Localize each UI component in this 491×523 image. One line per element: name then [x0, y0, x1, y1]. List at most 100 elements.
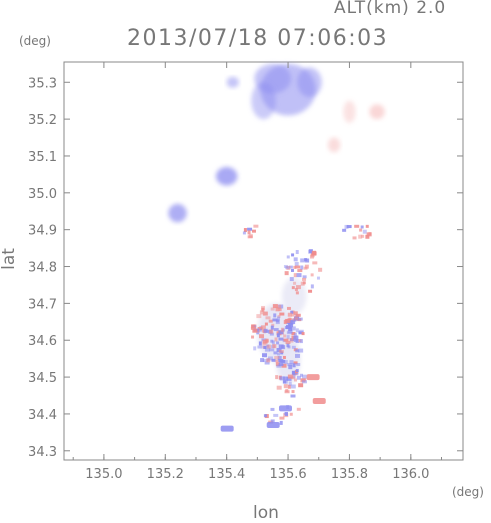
echo-pixel: [290, 394, 296, 398]
echo-pixel: [366, 232, 372, 237]
x-axis-unit: (deg): [452, 485, 484, 499]
echo-pixel: [288, 381, 292, 386]
echo-pixel: [301, 380, 307, 384]
echo-pixel: [295, 369, 299, 373]
echo-pixel: [256, 314, 262, 319]
echo-pixel: [265, 338, 269, 343]
echo-pixel: [294, 288, 298, 292]
echo-pixel: [275, 375, 279, 380]
echo-pixel: [300, 281, 305, 286]
echo-pixel: [251, 335, 255, 339]
echo-layer: [168, 63, 385, 385]
echo-pixel: [269, 332, 274, 336]
echo-pixel: [272, 344, 277, 349]
echo-pixel: [251, 324, 255, 328]
echo-pixel: [291, 370, 295, 375]
echo-pixel: [296, 363, 301, 367]
y-tick-label: 35.0: [28, 187, 57, 202]
echo-pixel: [262, 339, 268, 344]
echo-pixel: [264, 361, 270, 365]
echo-pixel: [289, 412, 293, 416]
echo-pixel: [282, 380, 286, 384]
echo-pixel: [273, 328, 279, 332]
echo-pixel: [298, 329, 304, 334]
echo-pixel: [293, 257, 298, 262]
echo-pixel: [304, 264, 309, 269]
echo-pixel: [293, 281, 297, 285]
y-tick-label: 34.4: [28, 408, 57, 423]
echo-pixel: [274, 356, 280, 360]
radar-echo-toward: [215, 167, 238, 186]
echo-pixel: [359, 228, 363, 232]
echo-pixel: [265, 316, 271, 320]
echo-pixel: [247, 235, 253, 239]
echo-cell-toward: [266, 421, 280, 428]
echo-pixel: [346, 225, 352, 229]
echo-pixel: [290, 310, 294, 314]
radar-echo-toward: [251, 82, 276, 120]
echo-pixel: [283, 334, 287, 338]
echo-pixel: [302, 275, 307, 279]
echo-pixel: [293, 311, 298, 316]
echo-pixel: [251, 229, 256, 233]
echo-pixel: [287, 363, 293, 367]
echo-pixel: [294, 378, 298, 382]
echo-pixel: [304, 258, 308, 262]
x-tick-label: 135.8: [331, 467, 368, 482]
echo-pixel: [299, 339, 303, 344]
echo-pixel: [278, 304, 284, 309]
x-axis-label: lon: [253, 503, 279, 523]
echo-pixel: [250, 326, 256, 330]
echo-pixel: [263, 414, 267, 418]
echo-pixel: [295, 339, 300, 344]
echo-pixel: [291, 286, 295, 290]
echo-pixel: [286, 335, 290, 340]
echo-pixel: [300, 265, 304, 270]
echo-pixel: [253, 224, 259, 228]
echo-pixel: [295, 250, 299, 255]
echo-pixel: [271, 323, 275, 327]
echo-pixel: [284, 318, 290, 323]
echo-pixel: [243, 228, 247, 233]
echo-pixel: [301, 378, 307, 382]
echo-pixel: [301, 332, 305, 336]
echo-pixel: [260, 325, 266, 330]
echo-pixel: [257, 345, 263, 349]
echo-pixel: [293, 332, 297, 337]
echo-pixel: [286, 255, 290, 259]
echo-pixel: [295, 285, 301, 290]
echo-pixel: [294, 315, 299, 320]
echo-pixel: [283, 412, 288, 416]
radar-echo-away: [343, 100, 356, 123]
echo-pixel: [291, 390, 295, 394]
echo-pixel: [310, 273, 314, 277]
echo-pixel: [294, 262, 299, 267]
echo-pixel: [300, 258, 306, 263]
echo-pixel: [293, 265, 297, 269]
timestamp-title: 2013/07/18 07:06:03: [127, 26, 389, 51]
echo-pixel: [277, 314, 281, 318]
tick-layer: 135.0 135.2 135.4 135.6 135.8 136.0 34.3 34.4 34…: [28, 62, 463, 482]
echo-pixel: [278, 363, 284, 367]
echo-pixel: [308, 249, 313, 254]
echo-pixel: [289, 277, 294, 282]
echo-pixel: [354, 224, 360, 228]
echo-pixel: [270, 307, 275, 311]
echo-pixel: [300, 373, 304, 377]
echo-pixel: [270, 407, 275, 411]
echo-pixel: [283, 376, 289, 381]
x-tick-label: 135.4: [208, 467, 245, 482]
echo-pixel: [276, 385, 282, 390]
echo-pixel: [287, 374, 293, 379]
echo-pixel: [298, 331, 304, 335]
radar-echo-toward: [226, 76, 239, 88]
echo-pixel: [287, 345, 291, 349]
echo-pixel: [297, 269, 303, 273]
echo-pixel: [276, 333, 280, 338]
echo-pixel: [269, 348, 275, 352]
echo-pixel: [262, 353, 268, 358]
echo-pixel: [285, 388, 289, 392]
echo-pixel: [275, 320, 280, 325]
echo-pixel: [283, 360, 288, 365]
echo-pixel: [253, 346, 257, 351]
